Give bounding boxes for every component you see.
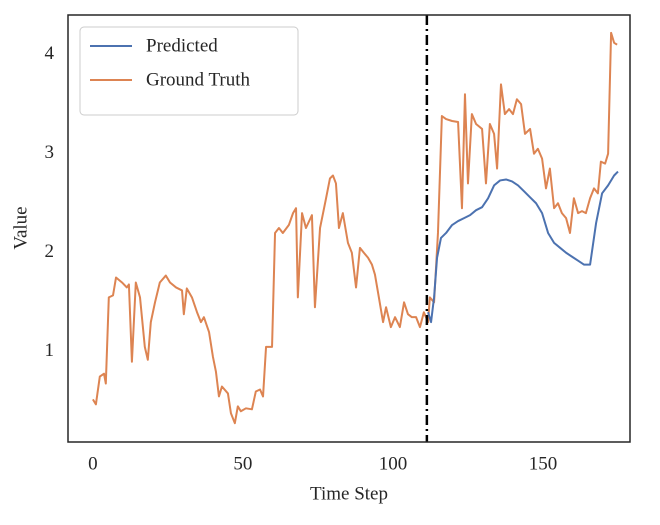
y-tick-label: 1	[45, 340, 55, 361]
y-tick-label: 4	[45, 43, 55, 64]
legend-label: Predicted	[146, 35, 218, 56]
y-axis-label: Value	[10, 206, 31, 249]
x-tick-label: 150	[529, 453, 558, 474]
x-tick-label: 100	[379, 453, 408, 474]
data-line	[427, 170, 619, 324]
plot-frame	[67, 14, 631, 443]
x-tick-label: 0	[88, 453, 98, 474]
y-tick-label: 2	[45, 241, 55, 262]
legend-box	[79, 26, 299, 116]
y-tick-label: 3	[45, 142, 55, 163]
x-tick-label: 50	[233, 453, 252, 474]
legend: Predicted Ground Truth	[79, 26, 299, 116]
data-line	[92, 31, 618, 425]
x-axis-label: Time Step	[310, 483, 388, 504]
legend-label: Ground Truth	[146, 69, 250, 90]
